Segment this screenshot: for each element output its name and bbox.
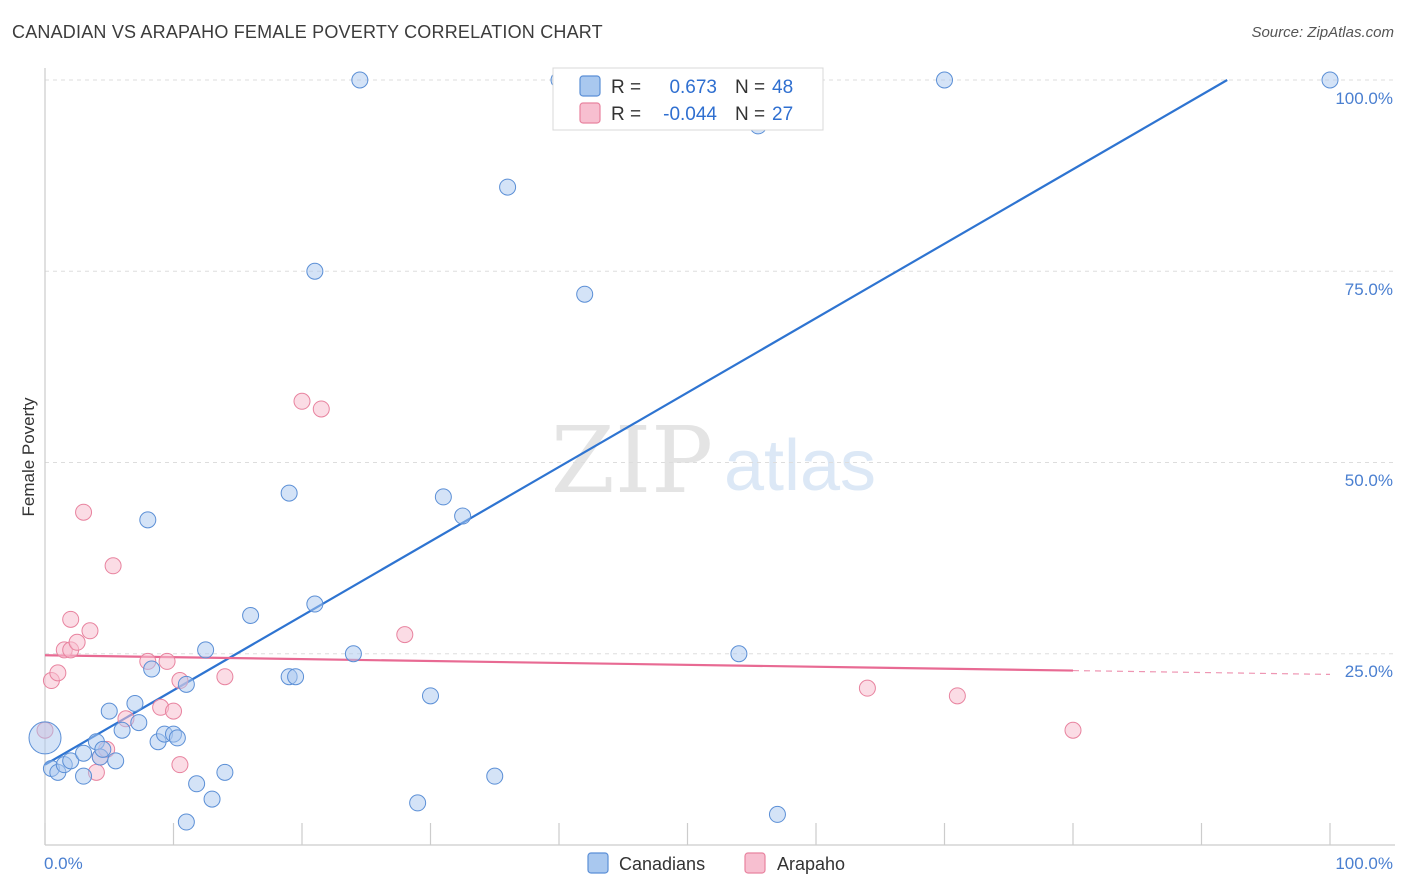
point-arapaho bbox=[81, 622, 99, 640]
point-canadians bbox=[94, 740, 112, 758]
point-canadians bbox=[422, 687, 439, 705]
trendlines bbox=[44, 79, 1331, 766]
point-canadians bbox=[177, 675, 195, 693]
point-canadians bbox=[75, 744, 93, 762]
point-arapaho bbox=[75, 503, 93, 521]
point-canadians bbox=[168, 729, 186, 747]
point-canadians bbox=[62, 752, 80, 770]
point-arapaho bbox=[49, 664, 67, 682]
point-arapaho bbox=[104, 557, 122, 575]
x-tick-0: 0.0% bbox=[44, 854, 83, 873]
legend-r-value-2: -0.044 bbox=[663, 104, 717, 125]
watermark-zip: ZIP bbox=[551, 407, 713, 514]
point-canadians bbox=[203, 790, 221, 808]
point-canadians bbox=[107, 752, 125, 770]
legend-n-label-2: N = bbox=[735, 104, 765, 125]
trendline-arapaho-extension bbox=[1072, 669, 1331, 676]
point-arapaho bbox=[1064, 721, 1082, 739]
point-arapaho bbox=[396, 626, 414, 644]
point-canadians bbox=[75, 767, 93, 785]
legend-n-value-1: 48 bbox=[772, 77, 793, 98]
bottom-swatch-arapaho bbox=[744, 852, 766, 874]
point-arapaho bbox=[858, 679, 876, 697]
point-canadians bbox=[344, 645, 362, 663]
legend-r-label-1: R = bbox=[611, 77, 641, 98]
point-arapaho bbox=[158, 652, 176, 670]
chart-title: CANADIAN VS ARAPAHO FEMALE POVERTY CORRE… bbox=[12, 22, 603, 42]
point-canadians bbox=[287, 668, 305, 686]
y-tick-75: 75.0% bbox=[1345, 280, 1393, 299]
point-canadians bbox=[1321, 71, 1339, 89]
legend-swatch-arapaho bbox=[579, 102, 601, 124]
legend-swatch-canadians bbox=[579, 75, 601, 97]
point-canadians bbox=[280, 484, 298, 502]
point-canadians bbox=[242, 607, 260, 624]
point-canadians bbox=[113, 721, 131, 739]
bottom-legend-canadians: Canadians bbox=[619, 854, 705, 874]
point-canadians bbox=[576, 285, 594, 303]
point-arapaho bbox=[293, 392, 311, 410]
data-points bbox=[28, 71, 1339, 831]
point-canadians bbox=[306, 262, 324, 280]
point-canadians bbox=[936, 71, 953, 89]
point-canadians bbox=[139, 511, 157, 529]
point-arapaho bbox=[216, 668, 234, 686]
point-arapaho bbox=[948, 687, 966, 705]
y-tick-25: 25.0% bbox=[1345, 662, 1393, 681]
correlation-legend: R = 0.673 N = 48 R = -0.044 N = 27 bbox=[552, 67, 824, 131]
bottom-legend-arapaho: Arapaho bbox=[777, 854, 845, 874]
gridlines bbox=[45, 79, 1395, 655]
point-arapaho bbox=[312, 400, 330, 418]
point-canadians bbox=[351, 71, 369, 89]
point-canadians bbox=[768, 805, 786, 823]
series-legend: Canadians Arapaho bbox=[587, 852, 845, 874]
point-arapaho bbox=[171, 756, 189, 774]
point-canadians bbox=[100, 702, 118, 720]
y-tick-100: 100.0% bbox=[1335, 89, 1393, 108]
point-arapaho bbox=[165, 702, 182, 720]
x-tick-100: 100.0% bbox=[1335, 854, 1393, 873]
bottom-swatch-canadians bbox=[587, 852, 609, 874]
point-canadians bbox=[216, 763, 234, 781]
legend-n-value-2: 27 bbox=[772, 104, 793, 125]
point-canadians bbox=[130, 714, 148, 732]
point-canadians bbox=[409, 794, 427, 812]
watermark-atlas: atlas bbox=[724, 426, 876, 506]
trendline-arapaho bbox=[44, 654, 1074, 672]
legend-r-label-2: R = bbox=[611, 104, 641, 125]
legend-r-value-1: 0.673 bbox=[669, 77, 717, 98]
point-canadians bbox=[126, 694, 144, 712]
trendline-canadians bbox=[44, 79, 1228, 766]
point-arapaho bbox=[68, 633, 86, 651]
point-canadians bbox=[434, 488, 452, 506]
legend-n-label-1: N = bbox=[735, 77, 765, 98]
point-canadians bbox=[177, 813, 195, 831]
point-canadians bbox=[188, 775, 206, 793]
point-arapaho bbox=[62, 610, 80, 628]
point-canadians bbox=[730, 645, 748, 663]
y-axis-label: Female Poverty bbox=[19, 397, 38, 517]
point-canadians bbox=[499, 178, 517, 196]
point-canadians bbox=[143, 660, 161, 678]
source-label: Source: ZipAtlas.com bbox=[1251, 24, 1394, 41]
point-canadians bbox=[486, 767, 504, 785]
axes bbox=[44, 68, 1395, 846]
point-canadians bbox=[197, 641, 215, 659]
point-canadians bbox=[454, 507, 472, 525]
y-tick-50: 50.0% bbox=[1345, 471, 1393, 490]
point-canadians bbox=[306, 595, 324, 613]
point-canadians bbox=[28, 721, 62, 755]
